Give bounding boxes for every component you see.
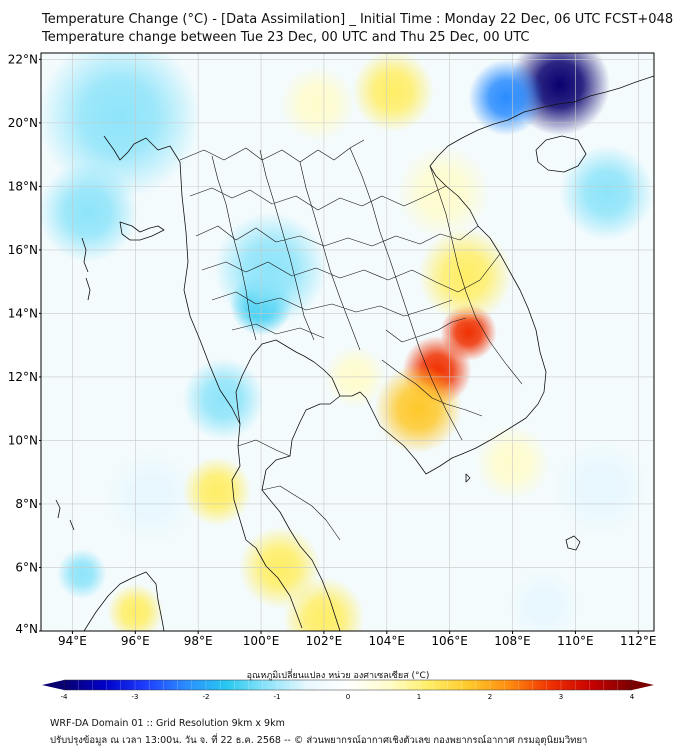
colorbar-max-extension [632, 680, 654, 690]
map-subtitle: Temperature change between Tue 23 Dec, 0… [42, 30, 530, 45]
andaman-islands [81, 221, 165, 301]
latitude-labels: 22°N 20°N 18°N 16°N 14°N 12°N 10°N 8°N 6°N 4°N [8, 52, 41, 636]
anomaly-region [468, 59, 544, 136]
longitude-label: 98°E [184, 634, 213, 648]
anomaly-region [213, 211, 328, 327]
latitude-label: 14°N [8, 306, 38, 320]
colorbar: -4 -3 -2 -1 0 1 2 3 4 [42, 679, 654, 701]
nicobar-islands [55, 499, 75, 531]
longitude-label: 96°E [121, 634, 150, 648]
footer-model-info: WRF-DA Domain 01 :: Grid Resolution 9km … [50, 718, 285, 729]
latitude-label: 22°N [8, 52, 38, 66]
map-title: Temperature Change (°C) - [Data Assimila… [42, 12, 674, 27]
anomaly-region [41, 160, 139, 263]
longitude-labels: 94°E 96°E 98°E 100°E 102°E 104°E 106°E 108°E 110… [58, 631, 657, 648]
con-son-island [465, 473, 471, 483]
graticule [41, 53, 654, 631]
colorbar-tick-label: -2 [203, 693, 210, 701]
anomaly-region [374, 364, 463, 454]
anomaly-region [559, 145, 654, 241]
anomaly-region [56, 548, 108, 600]
anomaly-region [550, 437, 651, 539]
longitude-label: 100°E [243, 634, 280, 648]
longitude-label: 104°E [369, 634, 406, 648]
colorbar-tick-label: -1 [274, 693, 281, 701]
mainland-coast [103, 75, 654, 631]
anomaly-region [103, 449, 199, 546]
hainan-island [535, 135, 587, 173]
colorbar-tick-label: -3 [132, 693, 139, 701]
anomaly-region [182, 456, 252, 527]
latitude-label: 16°N [8, 243, 38, 257]
colorbar-tick-label: 1 [417, 693, 421, 701]
natuna-island [565, 535, 581, 551]
sumatra-coast [83, 571, 165, 631]
colorbar-tick-label: 2 [488, 693, 492, 701]
longitude-label: 112°E [620, 634, 657, 648]
latitude-label: 4°N [15, 622, 38, 636]
colorbar-min-extension [42, 680, 64, 690]
longitude-label: 110°E [557, 634, 594, 648]
colorbar-tick-label: -4 [61, 693, 69, 701]
colorbar-title: อุณหภูมิเปลี่ยนแปลง หน่วย องศาเซลเซียส (… [246, 671, 430, 681]
latitude-label: 18°N [8, 179, 38, 193]
latitude-label: 6°N [15, 560, 38, 574]
gulf-coast [235, 339, 341, 425]
anomaly-region [182, 357, 265, 441]
longitude-label: 102°E [306, 634, 343, 648]
temperature-field [41, 53, 654, 631]
colorbar-tick-label: 0 [346, 693, 350, 701]
footer-credits: ปรับปรุงข้อมูล ณ เวลา 13:00น. วัน จ. ที่… [50, 735, 588, 746]
longitude-label: 94°E [58, 634, 87, 648]
latitude-label: 8°N [15, 497, 38, 511]
anomaly-region [396, 145, 491, 241]
coastlines-and-borders [55, 75, 654, 631]
colorbar-tick-label: 3 [559, 693, 563, 701]
longitude-label: 108°E [494, 634, 531, 648]
anomaly-region [279, 65, 356, 142]
anomaly-region [418, 227, 513, 323]
latitude-label: 10°N [8, 433, 38, 447]
province-borders [179, 139, 523, 541]
latitude-label: 20°N [8, 116, 38, 130]
colorbar-tick-label: 4 [630, 693, 635, 701]
latitude-label: 12°N [8, 370, 38, 384]
anomaly-region [352, 53, 434, 133]
longitude-label: 106°E [431, 634, 468, 648]
map-frame [40, 52, 655, 632]
anomaly-region [506, 567, 582, 631]
